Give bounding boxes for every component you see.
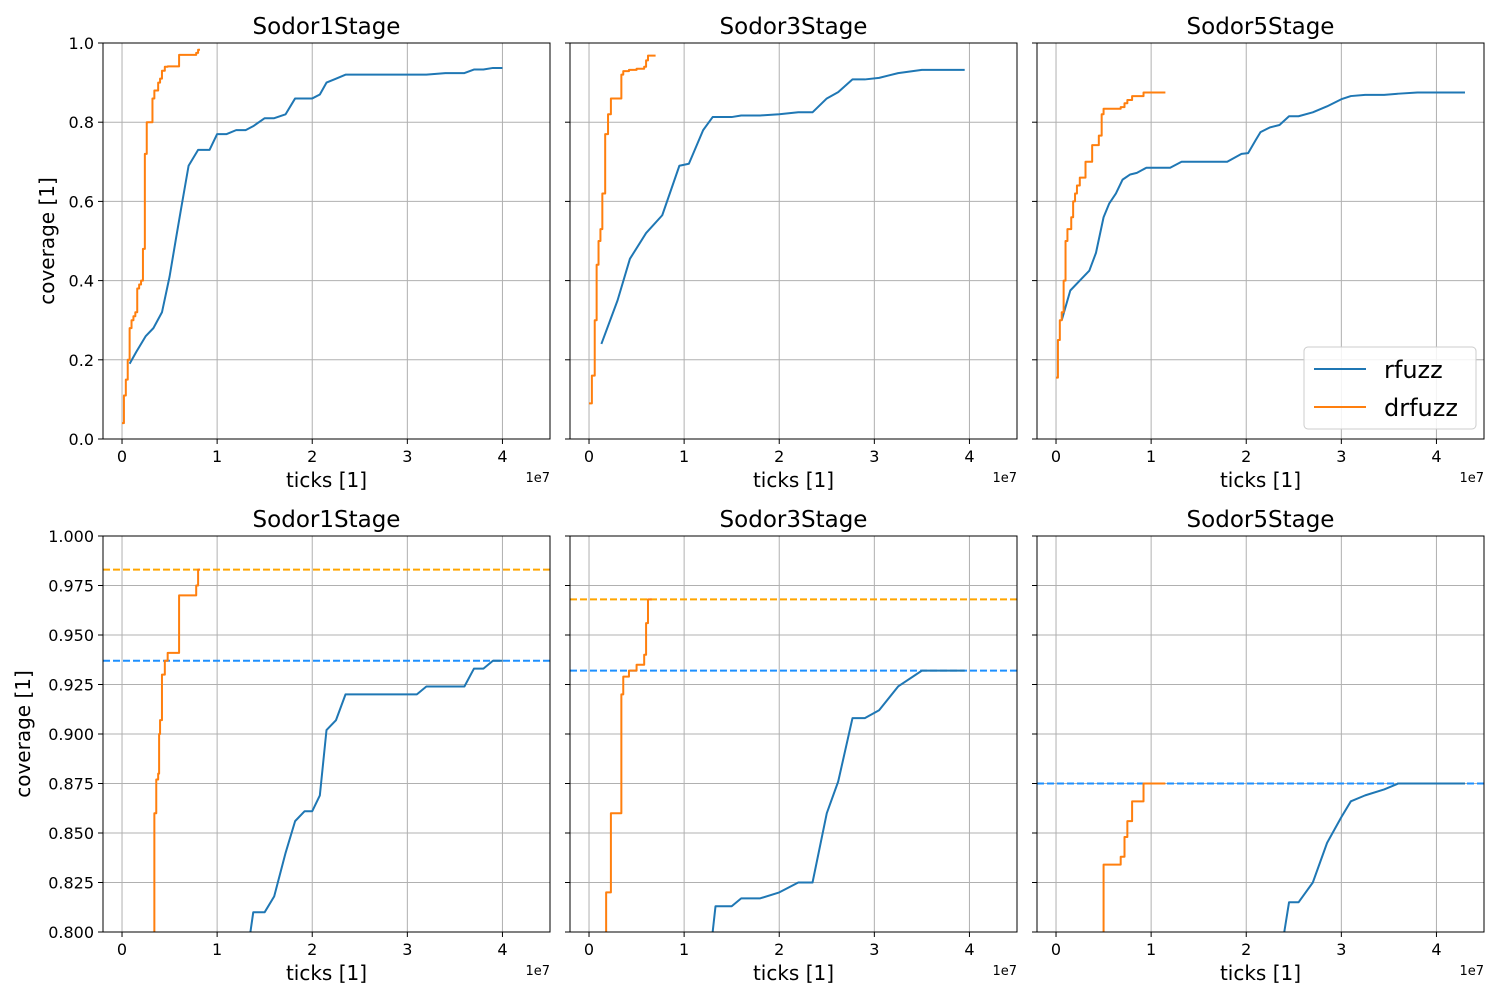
y-tick-label: 0.925: [48, 676, 94, 695]
y-tick-label: 0.825: [48, 874, 94, 893]
x-tick-label: 3: [402, 940, 412, 959]
series-line-drfuzz: [589, 54, 656, 405]
y-tick-label: 0.875: [48, 775, 94, 794]
legend-label-drfuzz: drfuzz: [1384, 394, 1458, 422]
x-axis-label: ticks [1]: [1220, 961, 1301, 985]
x-tick-label: 0: [584, 940, 594, 959]
x-tick-label: 1: [212, 447, 222, 466]
x-tick-label: 4: [1431, 447, 1441, 466]
x-tick-label: 3: [869, 940, 879, 959]
panel-top-right: 0 1 2 3 4 1e7 Sodor5Stage ticks [1] rfuzz drfuzz: [1032, 14, 1485, 492]
x-scale-label: 1e7: [1459, 471, 1484, 486]
panel-bottom-middle: 0 1 2 3 4 1e7 Sodor3Stage ticks [1]: [565, 507, 1018, 985]
x-tick-label: 0: [117, 940, 127, 959]
panel-title: Sodor5Stage: [1187, 14, 1335, 40]
x-tick-label: 2: [307, 940, 317, 959]
x-tick-label: 4: [964, 940, 974, 959]
x-tick-label: 3: [1336, 447, 1346, 466]
x-tick-label: 1: [1146, 940, 1156, 959]
y-tick-label: 0.900: [48, 725, 94, 744]
x-tick-label: 3: [1336, 940, 1346, 959]
series-line-rfuzz: [249, 659, 503, 932]
y-tick-label: 0.850: [48, 824, 94, 843]
series-line-drfuzz: [1102, 782, 1166, 932]
y-tick-label: 0.950: [48, 626, 94, 645]
panel-bottom-left: 0 1 2 3 4 0.800 0.825 0.850 0.875 0.900 0.925 0.950…: [11, 507, 551, 985]
x-tick-label: 4: [497, 940, 507, 959]
x-tick-label: 1: [1146, 447, 1156, 466]
x-scale-label: 1e7: [525, 471, 550, 486]
x-tick-label: 0: [1051, 940, 1061, 959]
y-axis-label: coverage [1]: [11, 670, 35, 798]
y-tick-label: 0.6: [69, 192, 94, 211]
x-tick-label: 2: [1241, 940, 1251, 959]
y-axis-label: coverage [1]: [35, 177, 59, 305]
y-tick-label: 0.4: [69, 272, 94, 291]
y-tick-label: 1.0: [69, 34, 94, 53]
x-tick-label: 0: [584, 447, 594, 466]
series-line-rfuzz: [600, 68, 965, 345]
x-tick-label: 2: [307, 447, 317, 466]
x-scale-label: 1e7: [1459, 964, 1484, 979]
x-axis-label: ticks [1]: [753, 468, 834, 492]
panel-title: Sodor3Stage: [720, 507, 868, 533]
axes-frame: [102, 42, 551, 440]
axes-frame: [1036, 42, 1485, 440]
x-tick-label: 4: [1431, 940, 1441, 959]
x-tick-label: 2: [774, 940, 784, 959]
x-scale-label: 1e7: [992, 964, 1017, 979]
panel-top-left: 0 1 2 3 4 0.0 0.2 0.4 0.6 0.8 1.0 1e7 Sodor1Stage tic…: [35, 14, 551, 492]
x-axis-label: ticks [1]: [286, 468, 367, 492]
y-tick-label: 1.000: [48, 527, 94, 546]
panel-title: Sodor3Stage: [720, 14, 868, 40]
x-tick-label: 3: [869, 447, 879, 466]
series-line-drfuzz: [605, 598, 652, 932]
x-tick-label: 1: [679, 940, 689, 959]
panel-top-middle: 0 1 2 3 4 1e7 Sodor3Stage ticks [1]: [565, 14, 1018, 492]
series-line-rfuzz: [1283, 782, 1465, 932]
x-tick-label: 2: [1241, 447, 1251, 466]
axes-frame: [569, 42, 1018, 440]
x-tick-label: 4: [964, 447, 974, 466]
x-tick-label: 0: [1051, 447, 1061, 466]
x-axis-label: ticks [1]: [1220, 468, 1301, 492]
y-tick-label: 0.975: [48, 577, 94, 596]
series-line-rfuzz: [711, 669, 965, 932]
x-scale-label: 1e7: [992, 471, 1017, 486]
x-tick-label: 2: [774, 447, 784, 466]
panel-title: Sodor1Stage: [253, 507, 401, 533]
y-tick-label: 0.2: [69, 351, 94, 370]
y-tick-label: 0.8: [69, 113, 94, 132]
x-tick-label: 0: [117, 447, 127, 466]
panel-title: Sodor5Stage: [1187, 507, 1335, 533]
panel-bottom-right: 0 1 2 3 4 1e7 Sodor5Stage ticks [1]: [1032, 507, 1485, 985]
x-axis-label: ticks [1]: [753, 961, 834, 985]
x-axis-label: ticks [1]: [286, 961, 367, 985]
x-tick-label: 3: [402, 447, 412, 466]
panel-title: Sodor1Stage: [253, 14, 401, 40]
legend: rfuzz drfuzz: [1303, 346, 1477, 430]
series-line-drfuzz: [1056, 91, 1166, 379]
y-tick-label: 0.0: [69, 430, 94, 449]
series-line-rfuzz: [128, 66, 503, 365]
x-scale-label: 1e7: [525, 964, 550, 979]
y-tick-label: 0.800: [48, 923, 94, 942]
series-line-rfuzz: [1060, 91, 1465, 321]
legend-box: [1303, 346, 1477, 430]
legend-label-rfuzz: rfuzz: [1384, 356, 1443, 384]
x-tick-label: 1: [212, 940, 222, 959]
x-tick-label: 4: [497, 447, 507, 466]
series-line-drfuzz: [122, 48, 201, 425]
series-line-drfuzz: [153, 568, 201, 932]
x-tick-label: 1: [679, 447, 689, 466]
